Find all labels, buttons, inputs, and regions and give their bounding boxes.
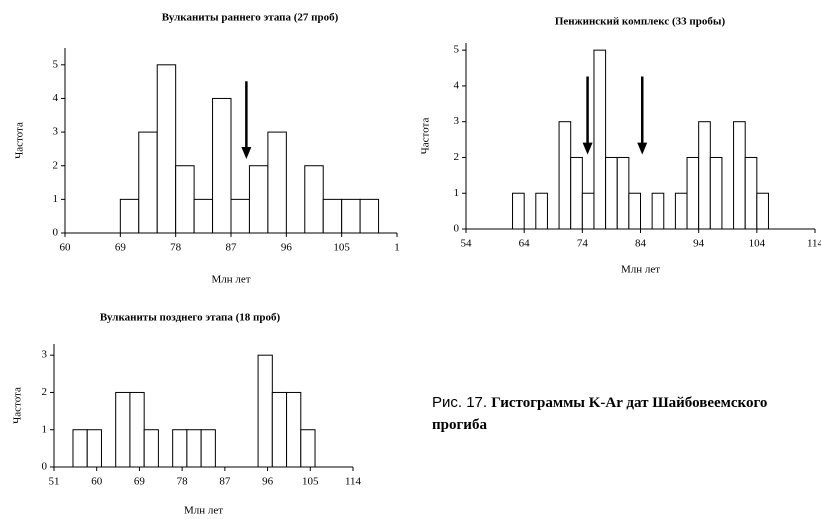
x-tick-label: 78 <box>177 476 189 488</box>
y-axis-label: Частота <box>12 387 24 424</box>
bar <box>616 156 630 230</box>
bar <box>698 121 711 230</box>
caption-text: Гистограммы K-Ar дат Шайбовеемского прог… <box>432 395 768 433</box>
y-tick-label: 4 <box>454 79 460 91</box>
bar <box>186 429 202 468</box>
x-axis-label: Млн лет <box>211 274 250 286</box>
bar <box>172 429 188 468</box>
x-tick-label: 69 <box>115 242 127 254</box>
bar <box>341 198 361 234</box>
arrow-head <box>582 142 593 155</box>
bar <box>756 192 769 230</box>
chart-title: Пенжинский комплекс (33 пробы) <box>555 16 726 28</box>
bar <box>359 198 380 234</box>
x-tick-label: 87 <box>226 242 238 254</box>
bar <box>304 165 324 234</box>
bar <box>558 121 572 230</box>
bar <box>86 429 102 468</box>
bar <box>267 131 287 234</box>
y-tick-label: 3 <box>42 349 48 361</box>
y-tick-label: 3 <box>53 126 59 138</box>
bar <box>156 64 177 234</box>
x-axis-label: Млн лет <box>184 505 223 517</box>
bar <box>193 198 214 234</box>
bar <box>512 192 525 230</box>
bar <box>709 156 723 230</box>
bar <box>212 97 232 234</box>
x-tick-label: 105 <box>302 476 319 488</box>
bar <box>593 49 607 230</box>
bar <box>257 354 273 468</box>
x-tick-label: 64 <box>519 238 531 250</box>
bar <box>248 165 269 234</box>
y-tick-label: 5 <box>53 58 59 70</box>
bar <box>286 391 302 468</box>
y-tick-label: 4 <box>53 92 59 104</box>
x-tick-label: 60 <box>60 242 72 254</box>
bar <box>581 192 595 230</box>
y-tick-label: 2 <box>53 159 59 171</box>
x-tick-label: 94 <box>693 238 705 250</box>
caption: Рис. 17. Гистограммы K-Ar дат Шайбовеемс… <box>432 392 792 436</box>
chart-title: Вулканиты раннего этапа (27 проб) <box>162 12 339 24</box>
bar <box>119 198 140 234</box>
bar <box>322 198 343 234</box>
bar <box>570 156 583 230</box>
x-tick-label: 105 <box>333 242 350 254</box>
bar <box>230 198 250 234</box>
y-tick-label: 0 <box>454 223 460 235</box>
x-tick-label: 104 <box>749 238 766 250</box>
y-tick-label: 3 <box>454 115 460 127</box>
arrow-head <box>241 147 252 159</box>
bar <box>535 192 548 230</box>
bar <box>143 429 159 468</box>
y-tick-label: 2 <box>454 151 460 163</box>
x-tick-label: 84 <box>635 238 647 250</box>
x-tick-label: 96 <box>281 242 293 254</box>
bar <box>200 429 216 468</box>
x-tick-label: 69 <box>134 476 146 488</box>
bar <box>628 192 641 230</box>
x-tick-label: 1 <box>394 242 400 254</box>
y-tick-label: 1 <box>53 193 59 205</box>
arrow-head <box>637 142 648 155</box>
bar <box>733 121 746 230</box>
y-tick-label: 0 <box>53 227 59 239</box>
bar <box>175 165 195 234</box>
y-axis-label: Частота <box>14 122 26 159</box>
x-tick-label: 87 <box>219 476 231 488</box>
x-tick-label: 78 <box>170 242 182 254</box>
bar <box>271 391 288 468</box>
caption-label: Рис. 17. <box>432 394 488 411</box>
y-tick-label: 2 <box>42 386 48 398</box>
x-tick-label: 114 <box>345 476 362 488</box>
y-tick-label: 1 <box>42 423 48 435</box>
x-tick-label: 74 <box>577 238 589 250</box>
y-tick-label: 1 <box>454 187 460 199</box>
x-axis-label: Млн лет <box>621 264 660 276</box>
x-tick-label: 51 <box>49 476 60 488</box>
x-tick-label: 60 <box>91 476 103 488</box>
bar <box>744 156 758 230</box>
y-tick-label: 0 <box>42 461 48 473</box>
bar <box>686 156 700 230</box>
bar <box>72 429 88 468</box>
bar <box>300 429 316 468</box>
bar <box>115 391 131 468</box>
bar <box>651 192 665 230</box>
y-axis-label: Частота <box>420 118 432 155</box>
bar <box>674 192 688 230</box>
y-tick-label: 5 <box>454 44 460 56</box>
x-tick-label: 114 <box>807 238 821 250</box>
x-tick-label: 54 <box>461 238 473 250</box>
bar <box>138 131 158 234</box>
x-tick-label: 96 <box>262 476 274 488</box>
chart-title: Вулканиты позднего этапа (18 проб) <box>100 312 281 324</box>
bar <box>605 156 618 230</box>
bar <box>129 391 145 468</box>
